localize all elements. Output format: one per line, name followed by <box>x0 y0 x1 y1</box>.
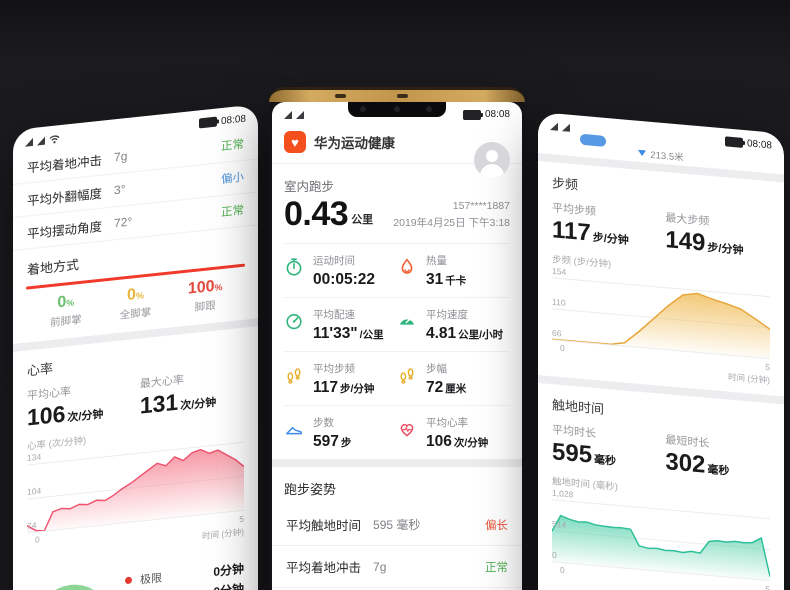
workout-stats-grid: 运动时间 00:05:22 热量 31 千卡 平均配速 11'33"/公里 <box>284 244 510 459</box>
calorie-icon <box>401 258 413 274</box>
zone-dot <box>125 576 132 585</box>
status-badge: 偏长 <box>485 519 508 532</box>
forefoot-column: 0% 前脚掌 <box>31 290 101 332</box>
status-badge: 正常 <box>221 138 244 154</box>
middle-screen: 08:08 ♥ 华为运动健康 室内跑步 0.43 公里 157****1887 … <box>272 102 522 590</box>
midfoot-column: 0% 全脚掌 <box>101 282 171 324</box>
wifi-icon <box>49 134 60 143</box>
cadence-chart: 154 110 66 <box>552 266 770 360</box>
hr-zones-donut-chart <box>33 580 109 590</box>
workout-datetime: 2019年4月25日 下午3:18 <box>393 216 510 229</box>
status-badge: 正常 <box>485 561 508 574</box>
battery-icon <box>198 116 217 129</box>
mid-status-bar: 08:08 <box>272 102 522 123</box>
heel-column: 100% 脚跟 <box>170 275 240 317</box>
battery-icon <box>724 136 743 148</box>
timer-icon <box>286 258 302 276</box>
stat-calories: 热量 31 千卡 <box>397 244 510 298</box>
posture-row-contact-time: 平均触地时间 595 毫秒 偏长 <box>272 504 522 546</box>
avatar[interactable] <box>474 142 510 178</box>
app-title: 华为运动健康 <box>314 136 395 151</box>
metric-value: 72° <box>114 214 133 231</box>
middle-phone: 08:08 ♥ 华为运动健康 室内跑步 0.43 公里 157****1887 … <box>269 87 525 590</box>
stat-steps: 步数 597 步 <box>284 406 397 459</box>
user-phone-number: 157****1887 <box>452 200 510 213</box>
midfoot-pct: 0 <box>127 286 136 305</box>
signal-icon <box>25 134 60 147</box>
contact-time-chart: 1,028 514 0 <box>552 488 770 582</box>
posture-section-title: 跑步姿势 <box>284 482 337 497</box>
clock-text: 08:08 <box>220 113 246 127</box>
stat-stride: 步幅 72 厘米 <box>397 352 510 406</box>
max-heart-rate: 最大心率 131 次/分钟 <box>139 374 217 419</box>
metric-label: 平均摆动角度 <box>27 219 103 242</box>
left-phone: 08:08 平均着地冲击 7g 正常 平均外翻幅度 3° 偏小 平均摆动角度 7… <box>13 104 258 590</box>
distance-value: 0.43 <box>284 195 349 233</box>
signal-icon <box>284 110 304 119</box>
heart-rate-card: 心率 平均心率 106 次/分钟 最大心率 131 次/分钟 心率 (次/分钟) 1… <box>13 326 258 571</box>
status-badge: 偏小 <box>221 171 244 187</box>
clock-text: 08:08 <box>746 137 772 151</box>
contact-time-card: 触地时间 平均时长 595 毫秒 最短时长 302 毫秒 触地时间 (毫秒) 1,0… <box>538 382 784 590</box>
huawei-health-app-icon: ♥ <box>284 131 306 153</box>
pace-icon <box>286 314 302 330</box>
app-header: ♥ 华为运动健康 <box>272 123 522 164</box>
section-divider <box>272 459 522 467</box>
battery-icon <box>462 109 483 120</box>
status-badge: 正常 <box>221 204 244 220</box>
route-pill <box>580 133 606 147</box>
stat-speed: 平均速度 4.81 公里/小时 <box>397 298 510 352</box>
avg-heart-rate: 平均心率 106 次/分钟 <box>27 385 104 431</box>
signal-icon <box>550 122 570 132</box>
speed-gauge-icon <box>400 317 414 325</box>
hr-zones-legend: 极限 0分钟 无氧耐力 0分钟 有氧耐力 0分钟 燃脂 3分钟 <box>125 559 244 590</box>
workout-type-label: 室内跑步 <box>284 180 335 194</box>
camera-notch <box>348 102 446 117</box>
stat-cadence: 平均步频 117 步/分钟 <box>284 352 397 406</box>
footprints-icon <box>287 368 301 384</box>
divider <box>284 243 510 244</box>
right-phone: 08:08 213.5米 步频 平均步频 117 步/分钟 最大步频 149 步/分… <box>538 112 784 590</box>
heart-pulse-icon <box>400 423 414 437</box>
workout-meta: 157****1887 2019年4月25日 下午3:18 <box>393 198 510 231</box>
stat-pace: 平均配速 11'33"/公里 <box>284 298 397 352</box>
avg-contact-time: 平均时长 595 毫秒 <box>552 424 617 469</box>
clock-text: 08:08 <box>484 109 510 120</box>
heel-pct: 100 <box>187 277 215 298</box>
min-contact-time: 最短时长 302 毫秒 <box>665 434 730 479</box>
forefoot-pct: 0 <box>57 293 67 312</box>
stat-avg-hr: 平均心率 106 次/分钟 <box>397 406 510 459</box>
stat-duration: 运动时间 00:05:22 <box>284 244 397 298</box>
heart-rate-chart: 134 104 74 <box>27 442 244 534</box>
distance-unit: 公里 <box>351 214 374 226</box>
cadence-card: 步频 平均步频 117 步/分钟 最大步频 149 步/分钟 步频 (步/分钟) 1… <box>538 161 784 397</box>
distance-row: 0.43 公里 157****1887 2019年4月25日 下午3:18 <box>284 197 510 231</box>
shoe-icon <box>286 426 302 435</box>
altitude-value: 213.5米 <box>650 149 684 164</box>
metric-label: 平均着地冲击 <box>27 153 103 176</box>
posture-row-impact: 平均着地冲击 7g 正常 <box>272 546 522 588</box>
avg-cadence: 平均步频 117 步/分钟 <box>552 202 629 247</box>
max-cadence: 最大步频 149 步/分钟 <box>665 212 744 257</box>
phone-frame-top <box>269 87 525 102</box>
metric-value: 7g <box>114 148 128 165</box>
metric-value: 3° <box>114 182 126 198</box>
footprints-icon <box>400 368 414 384</box>
metric-label: 平均外翻幅度 <box>27 186 103 209</box>
left-status-bar: 08:08 <box>13 104 258 152</box>
map-marker-icon <box>638 149 647 156</box>
